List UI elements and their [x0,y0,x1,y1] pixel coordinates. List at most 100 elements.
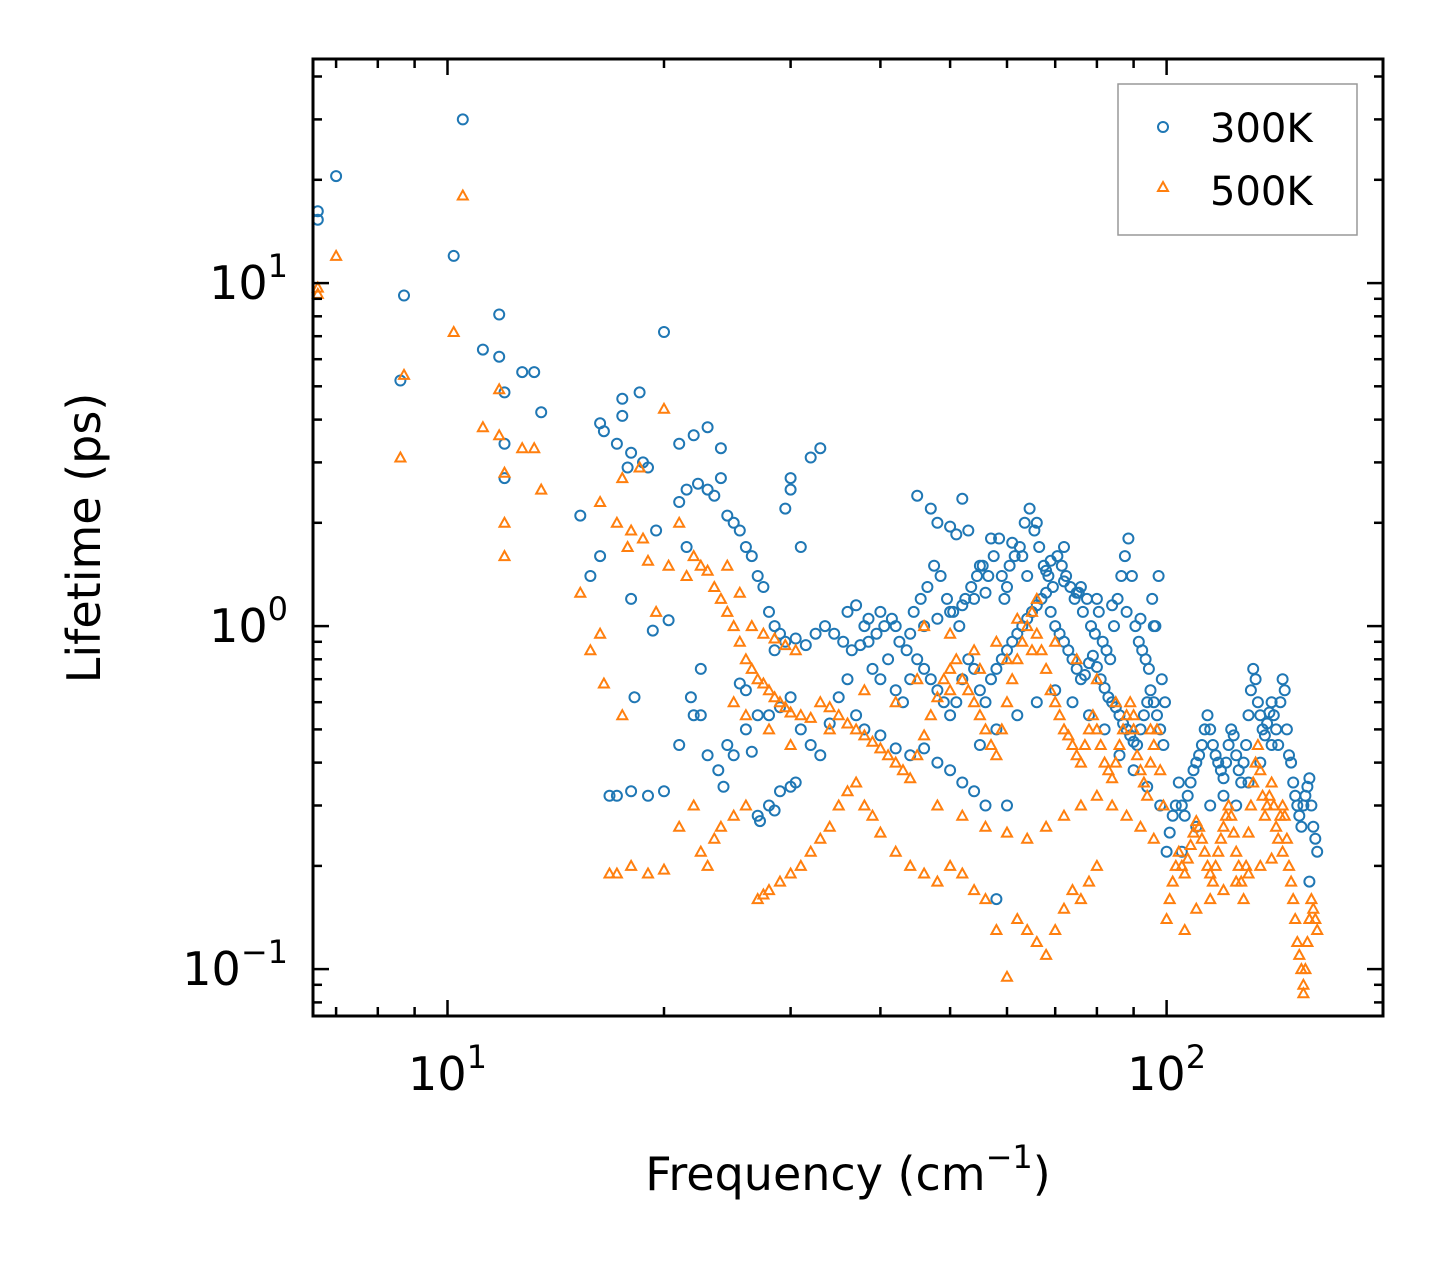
point-500K [661,558,676,571]
point-300K [493,350,506,363]
point-500K [1044,683,1058,696]
point-300K [1008,550,1021,563]
point-300K [1147,696,1160,709]
point-300K [914,592,927,605]
point-300K [1283,749,1295,762]
point-300K [1159,696,1171,709]
point-300K [633,386,646,399]
point-500K [1097,755,1112,768]
point-300K [447,249,460,262]
point-300K [950,528,963,541]
point-500K [1109,695,1123,708]
point-300K [1152,570,1165,582]
point-500K [727,619,741,632]
point-300K [962,653,975,666]
point-500K [573,585,587,598]
point-300K [658,326,670,338]
point-300K [701,483,714,496]
point-500K [910,748,924,761]
point-300K [751,809,764,822]
point-300K [965,581,978,593]
point-300K [1295,820,1308,833]
point-500K [593,494,607,507]
point-500K [1143,755,1158,768]
point-500K [1214,831,1228,844]
y-tick-label-1: 10−1 [182,933,288,996]
x-axis-title-tail: ) [1033,1147,1051,1201]
point-500K [873,825,888,838]
point-500K [1221,798,1236,811]
point-500K [865,808,880,821]
point-300K [733,524,746,537]
point-300K [1001,799,1013,812]
point-300K [1251,696,1264,709]
point-500K [1119,708,1134,721]
point-300K [1155,673,1168,686]
point-500K [1224,808,1238,821]
point-500K [1039,661,1053,674]
point-300K [768,804,781,817]
point-500K [620,539,635,552]
point-300K [727,516,740,529]
point-500K [700,563,715,576]
point-300K [962,524,975,537]
point-300K [924,502,937,515]
y-tick-exp: 1 [268,247,288,285]
point-300K [1086,649,1099,662]
point-300K [574,509,587,522]
point-500K [949,652,963,665]
point-300K [694,709,707,722]
point-500K [1153,763,1167,776]
point-300K [1227,729,1240,742]
point-500K [1284,874,1298,887]
y-axis-title: Lifetime (ps) [57,393,111,684]
point-300K [1204,799,1217,812]
point-300K [1142,662,1155,675]
point-300K [1111,592,1124,605]
x-tick-base: 10 [408,1047,467,1101]
point-300K [828,627,841,640]
point-300K [944,605,957,618]
point-300K [794,541,807,553]
point-500K [1251,737,1265,750]
point-500K [1010,611,1024,624]
point-300K [616,409,629,422]
point-300K [931,516,944,529]
point-300K [1184,776,1197,789]
point-500K [889,844,903,857]
point-500K [1010,911,1024,924]
point-300K [979,696,992,709]
point-300K [1311,845,1324,858]
point-300K [889,742,902,755]
point-500K [1300,934,1315,947]
point-500K [1090,788,1104,801]
point-300K [1301,780,1314,793]
point-500K [624,858,638,871]
point-500K [1126,722,1141,735]
point-500K [1133,819,1148,832]
point-300K [907,605,920,618]
point-500K [773,695,787,708]
point-300K [603,789,616,802]
point-500K [1296,986,1311,999]
point-300K [1166,809,1179,822]
point-500K [1105,798,1119,811]
point-500K [804,710,818,723]
point-500K [881,748,895,761]
point-300K [934,570,947,582]
point-300K [1244,684,1257,697]
point-500K [492,382,506,395]
point-500K [1000,969,1014,982]
point-500K [1070,652,1084,665]
point-500K [751,672,765,685]
point-500K [1246,775,1260,788]
point-300K [745,550,758,563]
point-500K [1255,788,1270,801]
point-500K [745,619,759,632]
point-300K [973,739,986,751]
point-300K [1265,696,1278,709]
point-300K [1122,532,1135,545]
point-500K [1278,808,1292,821]
point-500K [955,672,969,685]
